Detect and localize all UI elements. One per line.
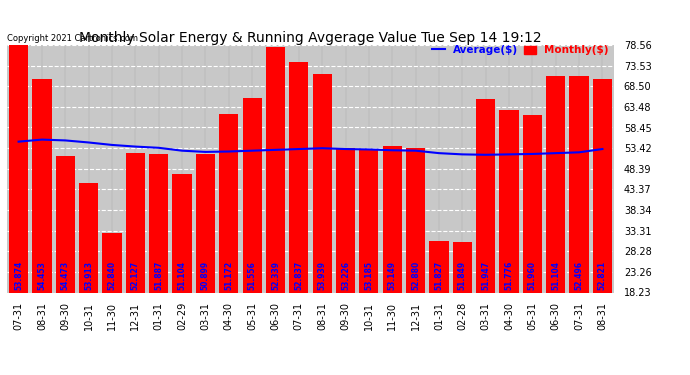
Bar [429,241,448,292]
Bar [32,79,52,292]
Bar [569,76,589,292]
Text: 53.185: 53.185 [364,261,373,291]
Text: 51.827: 51.827 [435,261,444,291]
Text: 53.939: 53.939 [317,261,326,291]
Text: 52.840: 52.840 [108,261,117,291]
Bar [546,76,565,292]
Title: Monthly Solar Energy & Running Avgerage Value Tue Sep 14 19:12: Monthly Solar Energy & Running Avgerage … [79,31,542,45]
Text: 52.127: 52.127 [131,261,140,291]
Text: 51.172: 51.172 [224,261,233,291]
Text: 52.339: 52.339 [271,261,280,291]
Bar [196,154,215,292]
Text: 51.887: 51.887 [154,261,164,291]
Text: 53.226: 53.226 [341,261,350,291]
Text: 51.947: 51.947 [481,261,490,291]
Bar [336,148,355,292]
Bar [476,99,495,292]
Text: 54.473: 54.473 [61,261,70,291]
Bar [102,232,121,292]
Bar [243,98,262,292]
Bar [149,154,168,292]
Text: 53.913: 53.913 [84,261,93,291]
Bar [453,242,472,292]
Bar [383,146,402,292]
Bar [593,79,612,292]
Text: 52.821: 52.821 [598,261,607,291]
Bar [219,114,238,292]
Bar [406,148,425,292]
Text: 51.104: 51.104 [551,261,560,291]
Text: 51.849: 51.849 [457,261,467,291]
Legend: Average($), Monthly($): Average($), Monthly($) [433,45,609,55]
Bar [9,45,28,292]
Text: 53.149: 53.149 [388,261,397,291]
Text: 52.880: 52.880 [411,261,420,291]
Bar [313,74,332,292]
Text: 51.776: 51.776 [504,261,513,291]
Bar [266,47,285,292]
Bar [289,62,308,292]
Text: 51.960: 51.960 [528,261,537,291]
Text: 52.496: 52.496 [575,261,584,291]
Text: Copyright 2021 Cartronics.com: Copyright 2021 Cartronics.com [7,33,138,42]
Bar [172,174,192,292]
Bar [56,156,75,292]
Bar [126,153,145,292]
Text: 54.453: 54.453 [37,262,46,291]
Bar [79,183,98,292]
Text: 53.874: 53.874 [14,261,23,291]
Bar [500,110,519,292]
Text: 51.556: 51.556 [248,262,257,291]
Text: 51.104: 51.104 [177,261,186,291]
Bar [523,115,542,292]
Text: 50.899: 50.899 [201,261,210,291]
Text: 52.837: 52.837 [295,261,304,291]
Bar [359,149,378,292]
